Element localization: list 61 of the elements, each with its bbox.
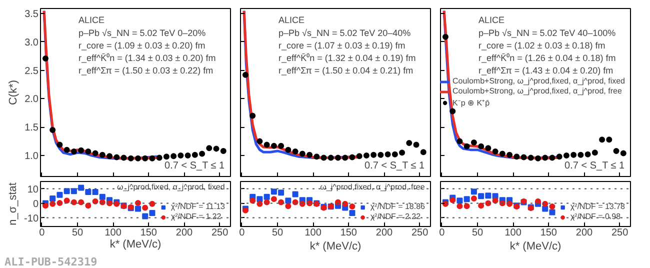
annotation: r_eff^K̄⁰n = (1.26 ± 0.04 ± 0.18) fm (478, 53, 616, 64)
annotation: ALICE (78, 15, 105, 26)
annotation: 0.7 < S_T ≤ 1 (364, 160, 426, 172)
legend-label: χ²/NDF = 18.86 (370, 202, 425, 211)
y-tick-label: 1.0 (24, 151, 39, 162)
legend-label: K⁻p ⊕ K⁺p̄ (452, 98, 490, 108)
x-tick-label: 50 (472, 228, 484, 238)
annotation: ALICE (478, 15, 505, 26)
y-tick-label: 1.5 (24, 122, 39, 134)
x-tick-label: 50 (72, 228, 84, 238)
annotation: ALICE (278, 15, 305, 26)
annotation: p–Pb √s_NN = 5.02 TeV 20–40% (278, 28, 411, 38)
x-tick-label: 0 (239, 228, 246, 238)
annotation: p–Pb √s_NN = 5.02 TeV 0–20% (78, 28, 206, 38)
x-tick-label: 100 (304, 228, 322, 238)
y-axis-title: C(k*) (8, 80, 20, 106)
legend-label: χ²/NDF = 13.78 (570, 202, 625, 211)
y-tick-label: 3.0 (24, 37, 39, 48)
annotation: p–Pb √s_NN = 5.02 TeV 40–100% (478, 28, 616, 38)
x-axis-title: k* (MeV/c) (510, 240, 562, 252)
legend-label: χ²/NDF = 2.22 (370, 212, 421, 221)
x-tick-label: 200 (576, 228, 594, 238)
x-tick-label: 250 (611, 228, 629, 238)
annotation: r_eff^K̄⁰n = (1.32 ± 0.04 ± 0.19) fm (278, 53, 416, 64)
x-tick-label: 0 (439, 228, 446, 238)
y-axis-title: n_σ_stat (7, 182, 20, 226)
annotation: r_core = (1.02 ± 0.03 ± 0.18) fm (478, 40, 606, 50)
legend-label: χ²/NDF = 1.22 (170, 212, 222, 221)
legend-title: ω_j^prod,fixed, α_j^prod, fixed (117, 182, 225, 192)
x-tick-label: 150 (340, 228, 358, 238)
legend-title: ω_j^prod,fixed, α_j^prod, free (320, 182, 426, 192)
x-tick-label: 50 (272, 228, 284, 238)
x-tick-label: 100 (104, 228, 122, 238)
x-axis-title: k* (MeV/c) (110, 238, 162, 250)
annotation: r_eff^Σπ = (1.50 ± 0.04 ± 0.21) fm (278, 66, 414, 76)
annotation: r_eff^Σπ = (1.50 ± 0.03 ± 0.22) fm (78, 66, 214, 76)
legend-label: Coulomb+Strong, ω_j^prod,fixed, α_j^prod, fixed (452, 76, 625, 86)
y-tick-label: 2.5 (24, 66, 39, 77)
legend-label: χ²/NDF = 0.98 (570, 212, 621, 221)
x-axis-title: k* (MeV/c) (310, 240, 362, 252)
annotation: 0.7 < S_T ≤ 1 (164, 160, 226, 172)
annotation: r_core = (1.07 ± 0.03 ± 0.19) fm (278, 40, 406, 50)
x-tick-label: 250 (411, 228, 429, 238)
x-tick-label: 100 (504, 228, 522, 238)
annotation: 0.7 < S_T ≤ 1 (564, 160, 626, 172)
annotation: r_eff^Σπ = (1.43 ± 0.04 ± 0.20) fm (478, 66, 614, 76)
x-tick-label: 250 (211, 228, 229, 238)
x-tick-label: 200 (176, 228, 194, 238)
y-tick-label: -10 (24, 213, 39, 224)
y-tick-label: 0 (32, 198, 39, 210)
text: ALI-PUB-542319 (4, 256, 98, 268)
x-tick-label: 150 (540, 228, 558, 238)
legend-label: χ²/NDF = 11.13 (170, 202, 225, 211)
legend-label: Coulomb+Strong, ω_j^prod,fixed, α_j^prod, free (452, 86, 622, 96)
annotation: r_core = (1.09 ± 0.03 ± 0.20) fm (78, 40, 206, 50)
y-tick-label: 2.0 (24, 94, 39, 106)
y-tick-label: 10 (27, 184, 39, 196)
x-tick-label: 150 (140, 228, 158, 238)
x-tick-label: 200 (376, 228, 394, 238)
annotation: r_eff^K̄⁰n = (1.34 ± 0.03 ± 0.20) fm (78, 53, 216, 64)
y-tick-label: 3.5 (24, 9, 39, 20)
